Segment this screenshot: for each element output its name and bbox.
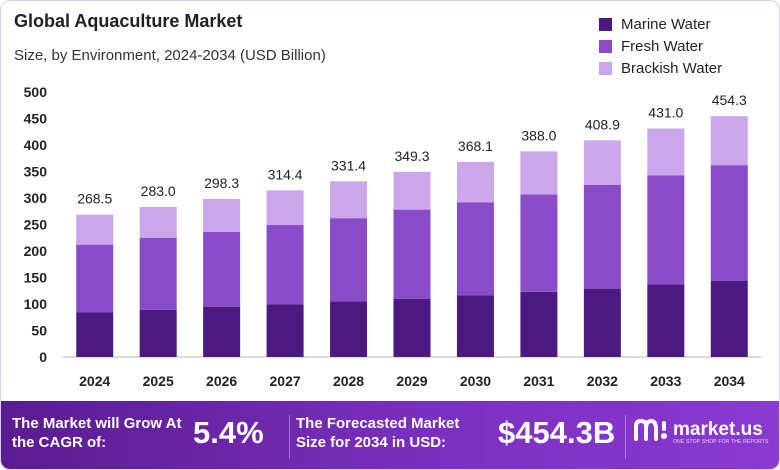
x-tick-label: 2034	[714, 373, 745, 389]
total-data-label: 349.3	[394, 148, 429, 164]
bar-segment	[710, 116, 748, 166]
cagr-value: 5.4%	[193, 415, 264, 450]
bar-segment	[520, 291, 558, 357]
cagr-label: The Market will Grow At the CAGR of:	[12, 415, 182, 451]
total-data-label: 454.3	[712, 92, 747, 108]
total-data-label: 314.4	[268, 166, 303, 182]
x-tick-label: 2027	[270, 373, 301, 389]
bar-segment	[647, 284, 685, 357]
total-data-label: 331.4	[331, 157, 366, 173]
bar-segment	[139, 309, 177, 357]
y-tick-label: 250	[24, 217, 48, 233]
bar-segment	[266, 225, 304, 305]
bar-segment	[393, 298, 431, 357]
bar-segment	[647, 175, 685, 285]
legend-item: Fresh Water	[599, 35, 722, 57]
y-tick-label: 400	[24, 137, 48, 153]
bar-segment	[393, 209, 431, 299]
bar-segment	[139, 207, 177, 238]
bar-segment	[393, 171, 431, 210]
legend-swatch	[599, 39, 612, 53]
logo-tagline: ONE STOP SHOP FOR THE REPORTS	[673, 439, 769, 445]
legend-item: Brackish Water	[599, 57, 722, 79]
chart-subtitle: Size, by Environment, 2024-2034 (USD Bil…	[14, 47, 326, 64]
forecast-value: $454.3B	[498, 415, 616, 450]
bar-segment	[76, 244, 114, 313]
bar-segment	[583, 184, 621, 289]
y-tick-label: 100	[24, 296, 48, 312]
bar-segment	[710, 280, 748, 357]
footer-banner: The Market will Grow At the CAGR of: 5.4…	[1, 401, 779, 469]
bar-segment	[203, 198, 241, 232]
x-tick-label: 2028	[333, 373, 364, 389]
bar-segment	[76, 312, 114, 357]
legend-label: Fresh Water	[621, 37, 703, 55]
total-data-label: 298.3	[204, 175, 239, 191]
bar-segment	[203, 306, 241, 357]
total-data-label: 388.0	[521, 127, 556, 143]
y-tick-label: 500	[24, 84, 48, 100]
x-tick-label: 2029	[396, 373, 427, 389]
bar-chart: 0 50 100 150 200 250 300 350 400 450 500 268.5 2024 2…	[24, 84, 761, 389]
y-tick-label: 0	[39, 349, 47, 365]
legend-label: Marine Water	[621, 15, 711, 33]
legend-item: Marine Water	[599, 13, 722, 35]
forecast-label: The Forecasted Market Size for 2034 in U…	[296, 415, 460, 451]
total-data-label: 431.0	[648, 105, 683, 121]
bar-segment	[330, 181, 368, 219]
bar-segment	[456, 202, 494, 296]
y-tick-label: 50	[31, 323, 47, 339]
x-tick-label: 2024	[79, 373, 110, 389]
y-tick-label: 450	[24, 111, 48, 127]
bar-segment	[266, 304, 304, 357]
bar-segment	[520, 194, 558, 292]
bar-segment	[456, 161, 494, 203]
bar-segment	[266, 190, 304, 226]
bar-segment	[139, 237, 177, 310]
x-tick-label: 2032	[587, 373, 618, 389]
legend-swatch	[599, 17, 612, 31]
market-us-logo-icon	[634, 418, 667, 441]
bar-segment	[520, 151, 558, 195]
bar-segment	[330, 218, 368, 302]
bar-segment	[710, 165, 748, 281]
y-tick-label: 350	[24, 164, 48, 180]
bar-segment	[456, 295, 494, 357]
x-tick-label: 2030	[460, 373, 491, 389]
bar-segment	[330, 301, 368, 357]
y-tick-label: 200	[24, 243, 48, 259]
x-tick-label: 2033	[650, 373, 681, 389]
bar-segment	[583, 288, 621, 357]
x-tick-label: 2026	[206, 373, 237, 389]
legend-label: Brackish Water	[621, 59, 723, 77]
bar-segment	[203, 231, 241, 307]
total-data-label: 283.0	[141, 183, 176, 199]
total-data-label: 368.1	[458, 138, 493, 154]
y-tick-label: 150	[24, 270, 48, 286]
bar-segment	[583, 140, 621, 185]
chart-title: Global Aquaculture Market	[14, 11, 243, 31]
logo-text: market.us	[673, 419, 763, 440]
y-tick-label: 300	[24, 190, 48, 206]
x-tick-label: 2025	[143, 373, 174, 389]
bar-segment	[647, 128, 685, 176]
chart-legend: Marine Water Fresh Water Brackish Water	[599, 13, 722, 79]
footer-divider	[289, 415, 290, 459]
x-tick-label: 2031	[523, 373, 554, 389]
total-data-label: 268.5	[77, 191, 112, 207]
footer-divider	[625, 415, 626, 459]
bar-segment	[76, 214, 114, 245]
market-us-logo[interactable]: market.us ONE STOP SHOP FOR THE REPORTS	[633, 417, 768, 445]
legend-swatch	[599, 61, 612, 75]
total-data-label: 408.9	[585, 116, 620, 132]
